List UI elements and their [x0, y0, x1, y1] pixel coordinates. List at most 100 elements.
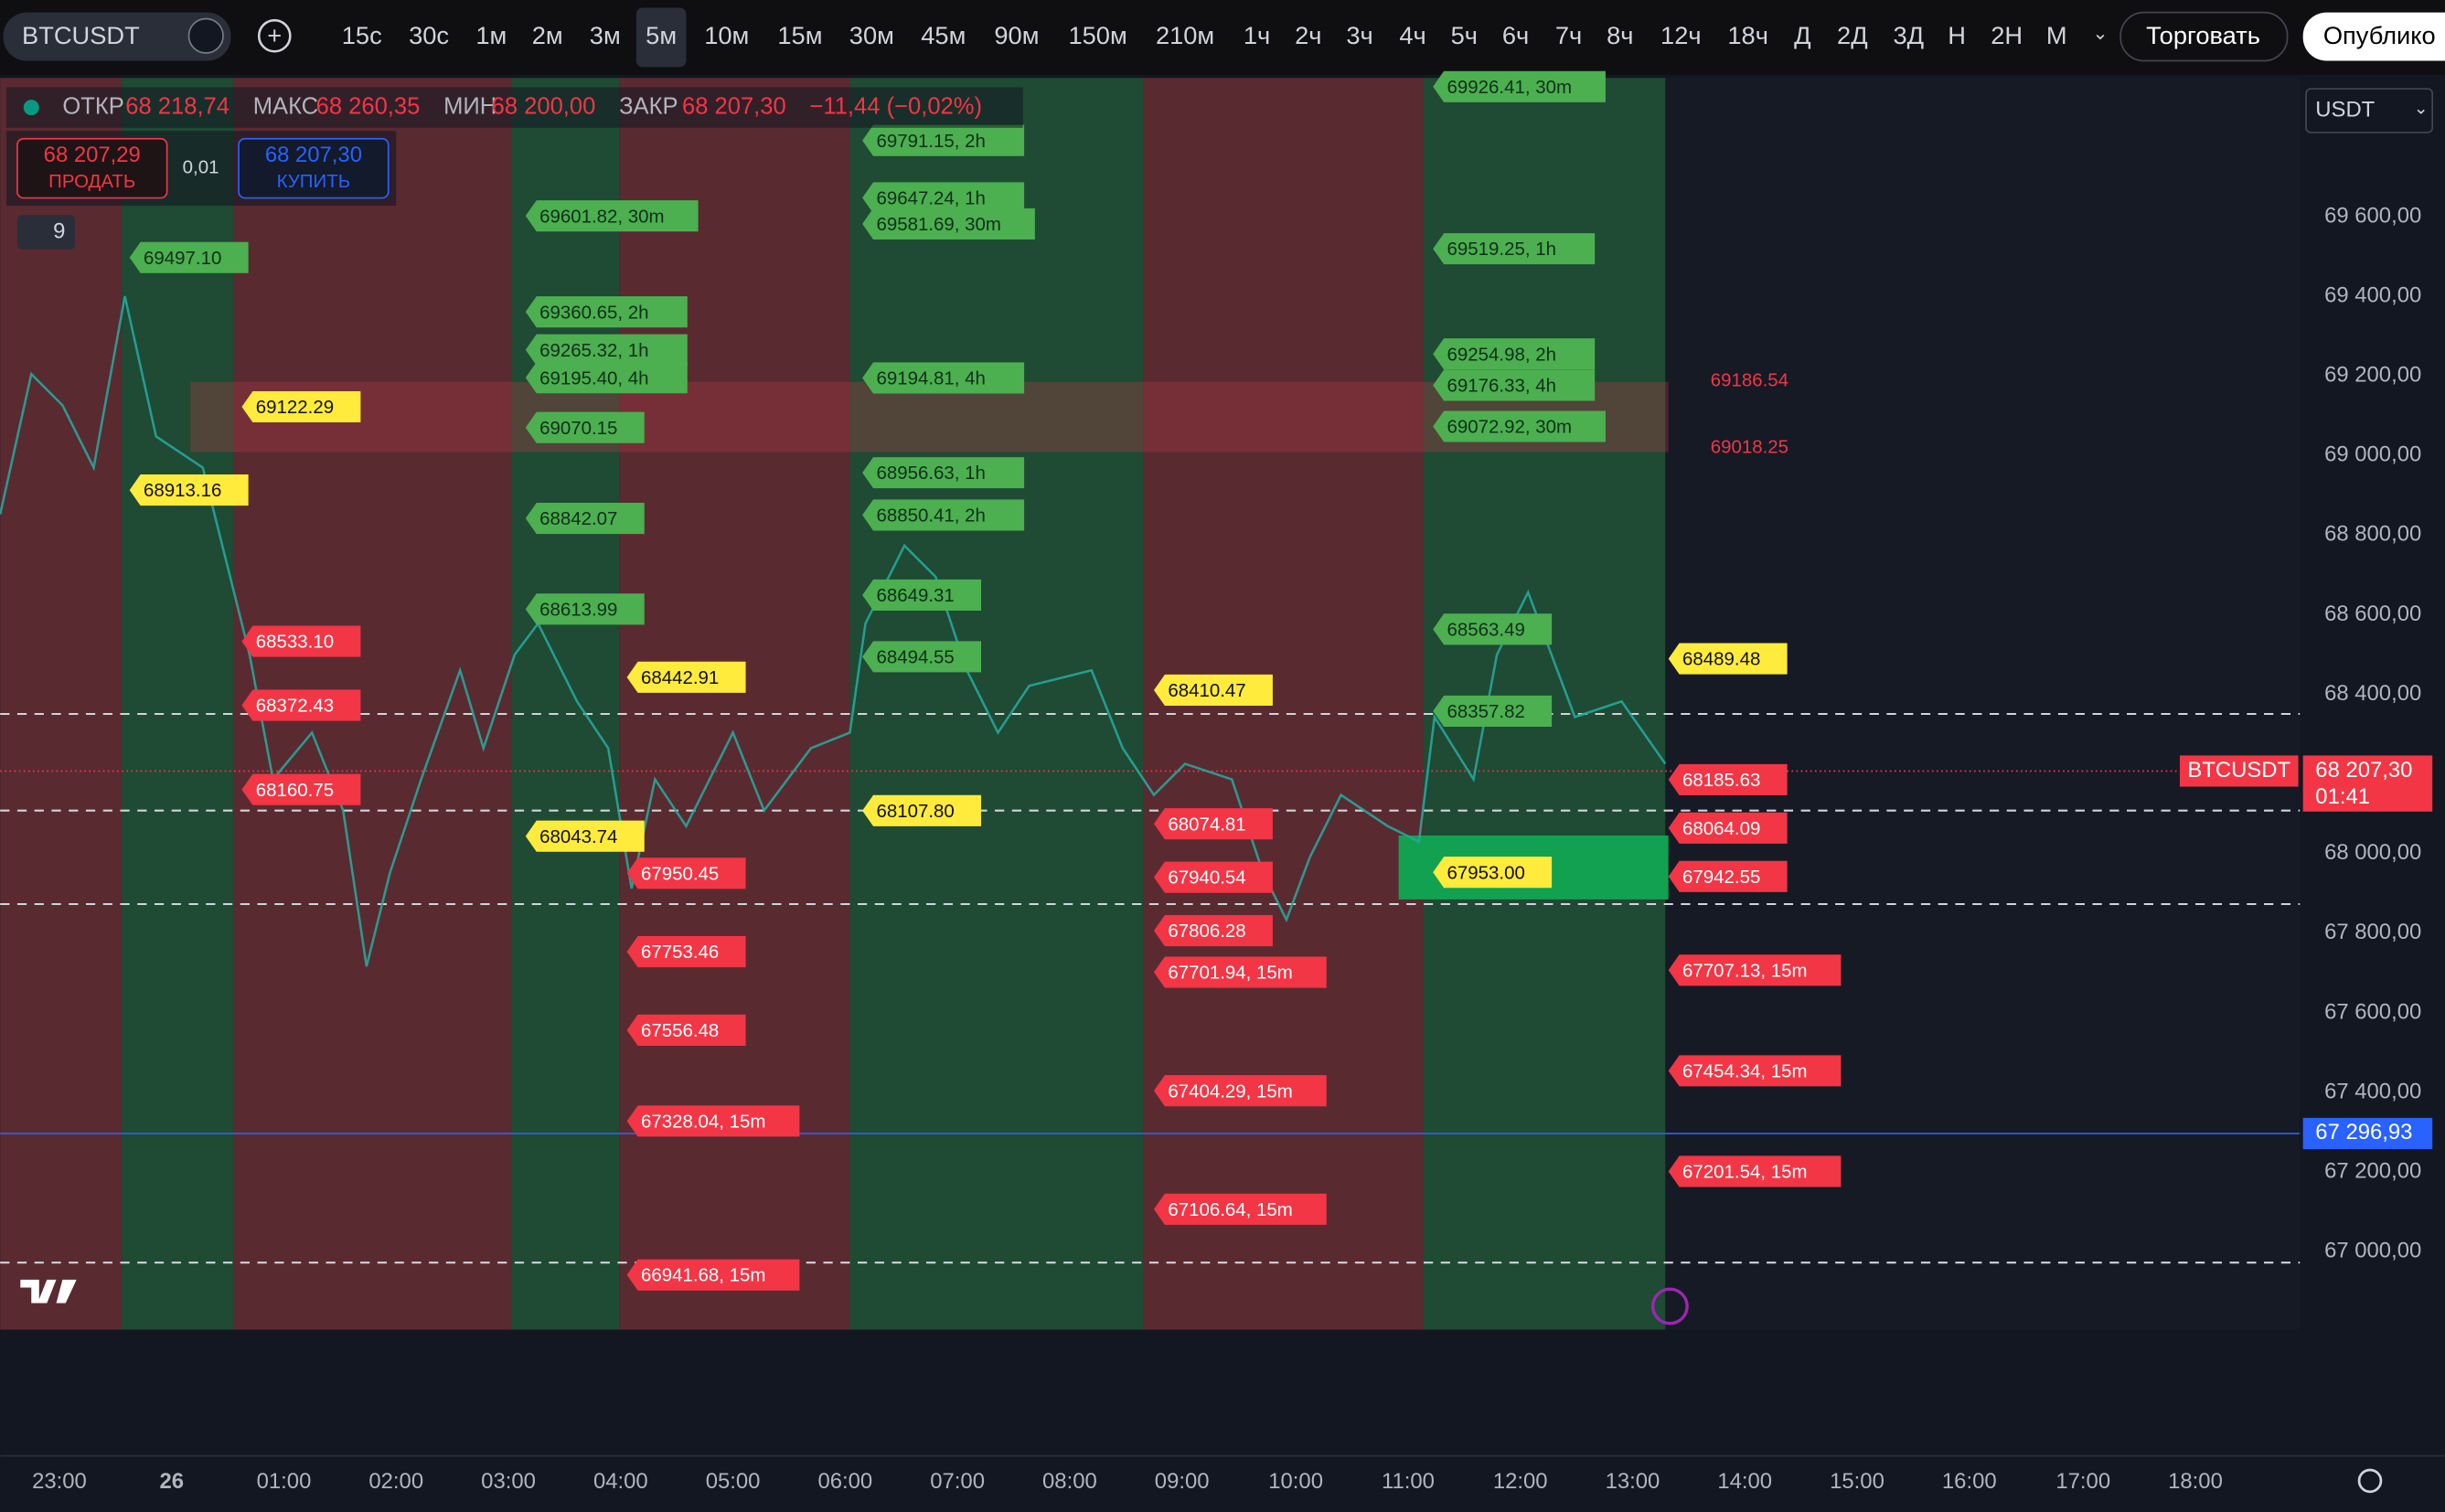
time-label: 06:00 [817, 1469, 872, 1494]
level-label-bg [525, 296, 688, 328]
settings-icon[interactable] [2357, 1468, 2383, 1494]
publish-button[interactable] [2302, 12, 2445, 61]
interval[interactable]: 15м [777, 21, 822, 49]
level-label-bg [862, 208, 1035, 240]
currency-select[interactable] [2305, 88, 2434, 133]
level-label-bg [1668, 812, 1788, 844]
interval-active [635, 7, 687, 68]
buy-button[interactable] [238, 137, 390, 199]
level-label: 68160.75 [256, 780, 334, 801]
interval[interactable]: Д [1794, 21, 1810, 49]
level-label-bg [241, 773, 361, 805]
level-label: 68913.16 [144, 480, 221, 501]
interval[interactable]: 3м [590, 21, 621, 49]
interval[interactable]: 10м [704, 21, 749, 49]
price-tick-label: 67 000,00 [2324, 1239, 2421, 1263]
interval[interactable]: 2ч [1295, 21, 1321, 49]
level-label-bg [626, 857, 746, 889]
level-label: 69360.65, 2h [539, 302, 648, 323]
level-label-bg [1668, 1155, 1842, 1187]
time-label: 16:00 [1942, 1469, 1997, 1494]
level-label: 68074.81 [1168, 814, 1245, 835]
price-tick-label: 67 400,00 [2324, 1079, 2421, 1103]
interval[interactable]: Н [1948, 21, 1966, 49]
interval[interactable]: 18ч [1727, 21, 1768, 49]
quantity[interactable]: 0,01 [183, 157, 219, 178]
level-label-bg [862, 794, 982, 826]
interval[interactable]: 2м [532, 21, 563, 49]
level-label-bg [525, 411, 645, 443]
interval[interactable]: 12ч [1660, 21, 1702, 49]
price-tick-label: 69 600,00 [2324, 203, 2421, 228]
level-label-bg [525, 593, 645, 625]
level-label: 68563.49 [1447, 619, 1525, 640]
interval[interactable]: 6ч [1502, 21, 1529, 49]
level-label: 67942.55 [1682, 867, 1760, 888]
interval[interactable]: М [2046, 21, 2067, 49]
interval-more[interactable]: ⌄ [2092, 23, 2108, 44]
time-label: 05:00 [706, 1469, 761, 1494]
level-label: 67953.00 [1447, 862, 1525, 883]
symbol-tag [2179, 755, 2299, 787]
level-label-bg [1433, 70, 1606, 102]
level-label: 66941.68, 15m [641, 1265, 765, 1286]
interval[interactable]: 1м [475, 21, 507, 49]
sell-button[interactable] [16, 137, 168, 199]
symbol-icon[interactable] [187, 17, 224, 54]
level-label: 68533.10 [256, 632, 334, 653]
level-label: 68956.63, 1h [876, 463, 985, 484]
time-label: 07:00 [930, 1469, 985, 1494]
interval[interactable]: 4ч [1399, 21, 1425, 49]
level-label: 69072.92, 30m [1447, 417, 1572, 438]
level-label-bg [1668, 1055, 1842, 1087]
level-label: 68410.47 [1168, 680, 1245, 701]
interval[interactable]: 5ч [1451, 21, 1478, 49]
legend-bg [5, 87, 1023, 128]
add-compare[interactable] [257, 18, 292, 53]
time-label: 17:00 [2055, 1469, 2110, 1494]
interval[interactable]: 8ч [1607, 21, 1633, 49]
level-label: 68494.55 [876, 646, 954, 667]
interval[interactable]: 7ч [1555, 21, 1582, 49]
level-label-bg [1433, 410, 1606, 442]
flash-icon[interactable] [1650, 1287, 1689, 1326]
time-label: 09:00 [1155, 1469, 1210, 1494]
level-label: 68842.07 [539, 508, 617, 529]
interval[interactable]: 90м [994, 21, 1039, 49]
level-label-bg [1668, 954, 1842, 986]
interval[interactable]: 3ч [1346, 21, 1372, 49]
session-band [849, 78, 1144, 1330]
interval[interactable]: 2Н [1991, 21, 2023, 49]
level-label-bg [862, 124, 1025, 156]
interval[interactable]: 1ч [1244, 21, 1270, 49]
price-tick-label: 69 400,00 [2324, 282, 2421, 307]
zone [190, 381, 1669, 453]
session-band [122, 78, 234, 1330]
interval[interactable]: 45м [921, 21, 966, 49]
level-label: 67940.54 [1168, 868, 1245, 889]
level-label: 68043.74 [539, 826, 617, 847]
trade-button[interactable] [2119, 11, 2289, 62]
symbol-box[interactable] [3, 12, 231, 61]
interval[interactable]: 3Д [1893, 21, 1924, 49]
level-label: 67404.29, 15m [1168, 1081, 1292, 1102]
level-label-bg [241, 689, 361, 721]
level-label-bg [525, 200, 699, 232]
level-label: 68064.09 [1682, 818, 1760, 839]
indicators-count: 9 [53, 218, 65, 243]
ohlc-key: ОТКР [62, 93, 123, 119]
level-label-bg [862, 182, 1025, 214]
indicators-toggle[interactable] [16, 215, 76, 250]
level-label-bg [862, 499, 1025, 531]
interval[interactable]: 210м [1156, 21, 1214, 49]
level-label: 69497.10 [144, 248, 221, 269]
interval[interactable]: 5м [646, 21, 677, 49]
interval[interactable]: 30м [849, 21, 894, 49]
interval[interactable]: 150м [1068, 21, 1126, 49]
interval[interactable]: 2Д [1837, 21, 1868, 49]
level-label-bg [862, 641, 982, 673]
level-label-bg [1153, 1193, 1327, 1225]
interval[interactable]: 30с [409, 21, 449, 49]
interval[interactable]: 15с [342, 21, 382, 49]
